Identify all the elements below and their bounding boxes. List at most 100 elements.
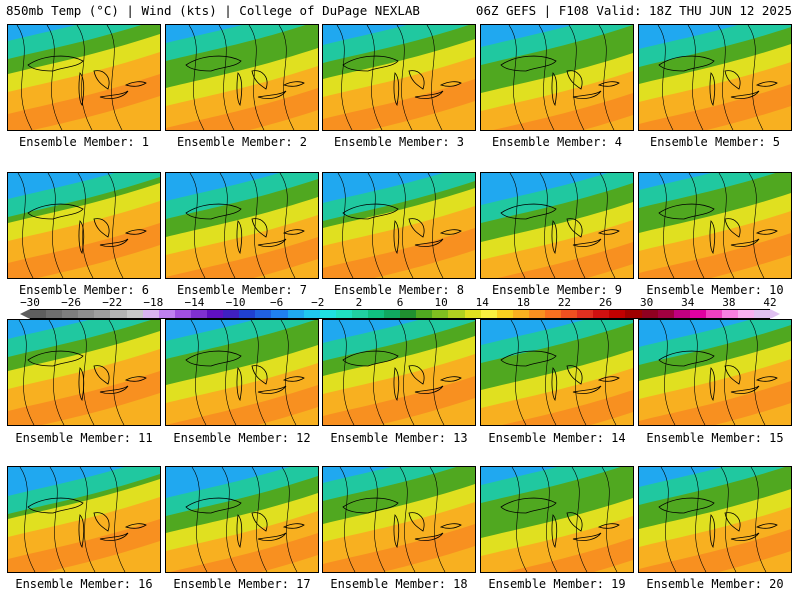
ensemble-member-map <box>7 466 161 573</box>
ensemble-member-label: Ensemble Member: 9 <box>491 283 623 297</box>
lake-outline <box>342 350 399 367</box>
lake-outline <box>755 523 778 529</box>
lake-outline <box>597 523 620 529</box>
colorbar-cell <box>625 310 642 318</box>
height-contour <box>687 25 704 130</box>
lake-outline <box>439 523 462 529</box>
lake-outline <box>414 532 444 541</box>
colorbar-cell <box>223 310 240 318</box>
height-contour <box>538 25 555 130</box>
lake-outline <box>500 203 557 220</box>
ensemble-member-map <box>7 172 161 279</box>
colorbar-low-arrow <box>20 309 30 319</box>
colorbar-cell <box>287 310 304 318</box>
height-contour <box>79 467 96 572</box>
lake-outline <box>185 55 242 72</box>
colorbar-cell <box>545 310 562 318</box>
height-contour <box>278 25 295 130</box>
lake-outline <box>658 203 715 220</box>
colorbar-tick-label: −22 <box>102 296 123 309</box>
height-contour <box>717 25 734 130</box>
height-contour <box>396 25 413 130</box>
colorbar-cell <box>657 310 674 318</box>
lake-outline <box>414 238 444 247</box>
ensemble-member-map <box>7 24 161 131</box>
lake-outline <box>342 203 399 220</box>
colorbar-cell <box>528 310 545 318</box>
colorbar-tick-label: 30 <box>640 296 654 309</box>
lake-outline <box>236 220 243 254</box>
colorbar-cell <box>110 310 127 318</box>
height-contour <box>570 320 587 425</box>
colorbar-cell <box>577 310 594 318</box>
temperature-colorbar <box>30 309 771 319</box>
height-contour <box>689 320 706 425</box>
map-title: 850mb Temp (°C) | Wind (kts) | College o… <box>6 3 420 18</box>
height-contour <box>658 173 675 278</box>
lake-outline <box>408 70 425 90</box>
lake-outline <box>755 81 778 87</box>
lake-outline <box>572 532 602 541</box>
lake-outline <box>658 497 715 514</box>
colorbar-tick-label: −10 <box>225 296 246 309</box>
lake-outline <box>78 72 85 106</box>
colorbar-cell <box>512 310 529 318</box>
lake-outline <box>27 350 84 367</box>
height-contour <box>366 25 383 130</box>
height-contour <box>660 467 677 572</box>
height-contour <box>571 467 588 572</box>
height-contour <box>248 25 265 130</box>
lake-outline <box>551 514 558 548</box>
colorbar-cell <box>561 310 578 318</box>
ensemble-member-map <box>165 24 319 131</box>
height-contour <box>251 467 268 572</box>
height-contour <box>367 173 384 278</box>
ensemble-member-map <box>322 319 476 426</box>
lake-outline <box>500 350 557 367</box>
height-contour <box>188 25 205 130</box>
lake-outline <box>572 90 602 99</box>
height-contour <box>337 173 354 278</box>
colorbar-cell <box>432 310 449 318</box>
lake-outline <box>99 90 129 99</box>
lake-outline <box>185 203 242 220</box>
height-contour <box>657 25 674 130</box>
lake-outline <box>251 512 268 532</box>
lake-outline <box>236 72 243 106</box>
height-contour <box>599 173 616 278</box>
colorbar-tick-label: 2 <box>355 296 363 309</box>
height-contour <box>219 173 236 278</box>
colorbar-tick-label: −18 <box>143 296 164 309</box>
lake-outline <box>282 229 305 235</box>
height-contour <box>748 173 765 278</box>
lake-outline <box>755 376 778 382</box>
colorbar-tick-label: −2 <box>311 296 325 309</box>
height-contour <box>47 173 64 278</box>
lake-outline <box>566 365 583 385</box>
colorbar-tick-label: 6 <box>396 296 404 309</box>
ensemble-member-label: Ensemble Member: 20 <box>646 577 784 591</box>
height-contour <box>601 467 618 572</box>
height-contour <box>107 173 124 278</box>
lake-outline <box>500 497 557 514</box>
colorbar-cell <box>722 310 739 318</box>
colorbar-tick-label: 26 <box>598 296 613 309</box>
ensemble-member-map <box>480 24 634 131</box>
colorbar-cell <box>641 310 658 318</box>
colorbar-tick-label: 18 <box>516 296 530 309</box>
colorbar-cell <box>319 310 336 318</box>
colorbar-cell <box>480 310 497 318</box>
height-contour <box>569 173 586 278</box>
lake-outline <box>93 70 110 90</box>
colorbar-cell <box>593 310 610 318</box>
colorbar-cell <box>174 310 191 318</box>
colorbar-cell <box>158 310 175 318</box>
ensemble-member-label: Ensemble Member: 4 <box>491 135 623 149</box>
lake-outline <box>408 218 425 238</box>
height-contour <box>78 320 95 425</box>
ensemble-member-map <box>480 172 634 279</box>
lake-outline <box>551 367 558 401</box>
ensemble-member-label: Ensemble Member: 16 <box>15 577 153 591</box>
lake-outline <box>551 72 558 106</box>
height-contour <box>429 467 446 572</box>
